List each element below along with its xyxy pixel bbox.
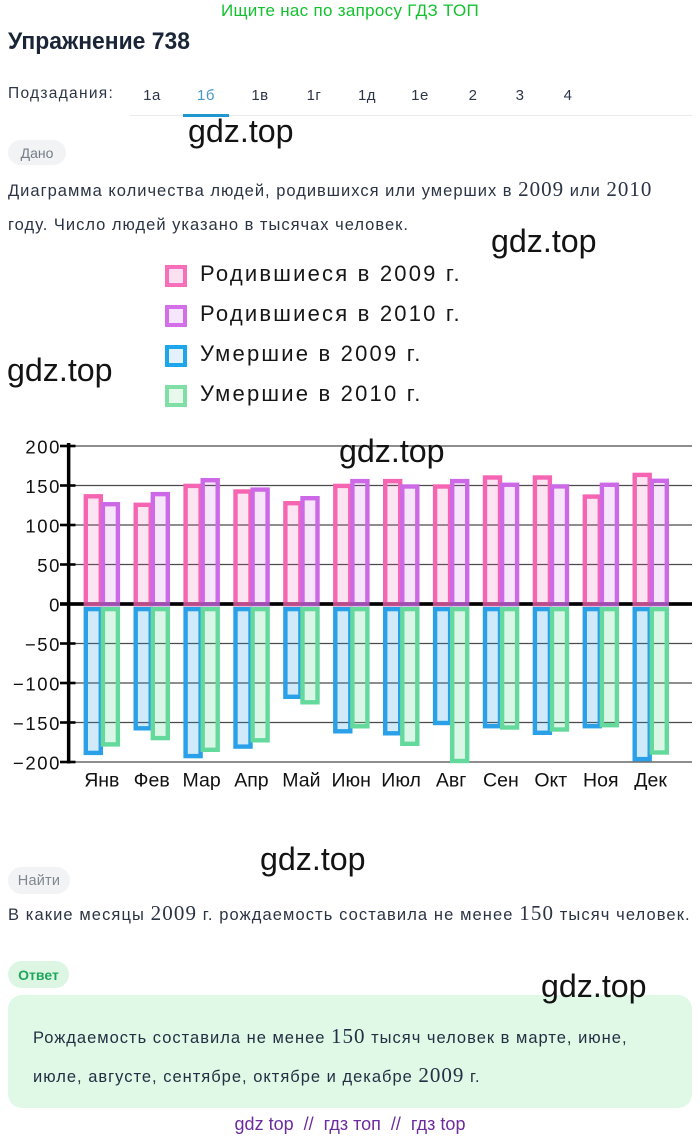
svg-text:150: 150 xyxy=(25,476,61,497)
svg-text:0: 0 xyxy=(49,594,61,615)
svg-text:−50: −50 xyxy=(25,634,61,655)
svg-text:Июн: Июн xyxy=(331,770,370,791)
svg-text:Ноя: Ноя xyxy=(583,770,619,791)
svg-text:50: 50 xyxy=(37,555,61,576)
svg-text:Янв: Янв xyxy=(84,770,119,791)
svg-text:Дек: Дек xyxy=(634,770,667,791)
svg-text:Фев: Фев xyxy=(134,770,170,791)
svg-text:−150: −150 xyxy=(13,713,61,734)
svg-text:−200: −200 xyxy=(13,752,61,773)
svg-text:Май: Май xyxy=(282,770,320,791)
svg-text:200: 200 xyxy=(25,436,61,457)
svg-text:Окт: Окт xyxy=(534,770,567,791)
svg-text:Июл: Июл xyxy=(381,770,421,791)
svg-text:Апр: Апр xyxy=(234,770,269,791)
svg-text:Мар: Мар xyxy=(183,770,221,791)
svg-text:100: 100 xyxy=(25,515,61,536)
svg-text:Авг: Авг xyxy=(436,770,466,791)
svg-text:−100: −100 xyxy=(13,673,61,694)
svg-text:Сен: Сен xyxy=(483,770,519,791)
